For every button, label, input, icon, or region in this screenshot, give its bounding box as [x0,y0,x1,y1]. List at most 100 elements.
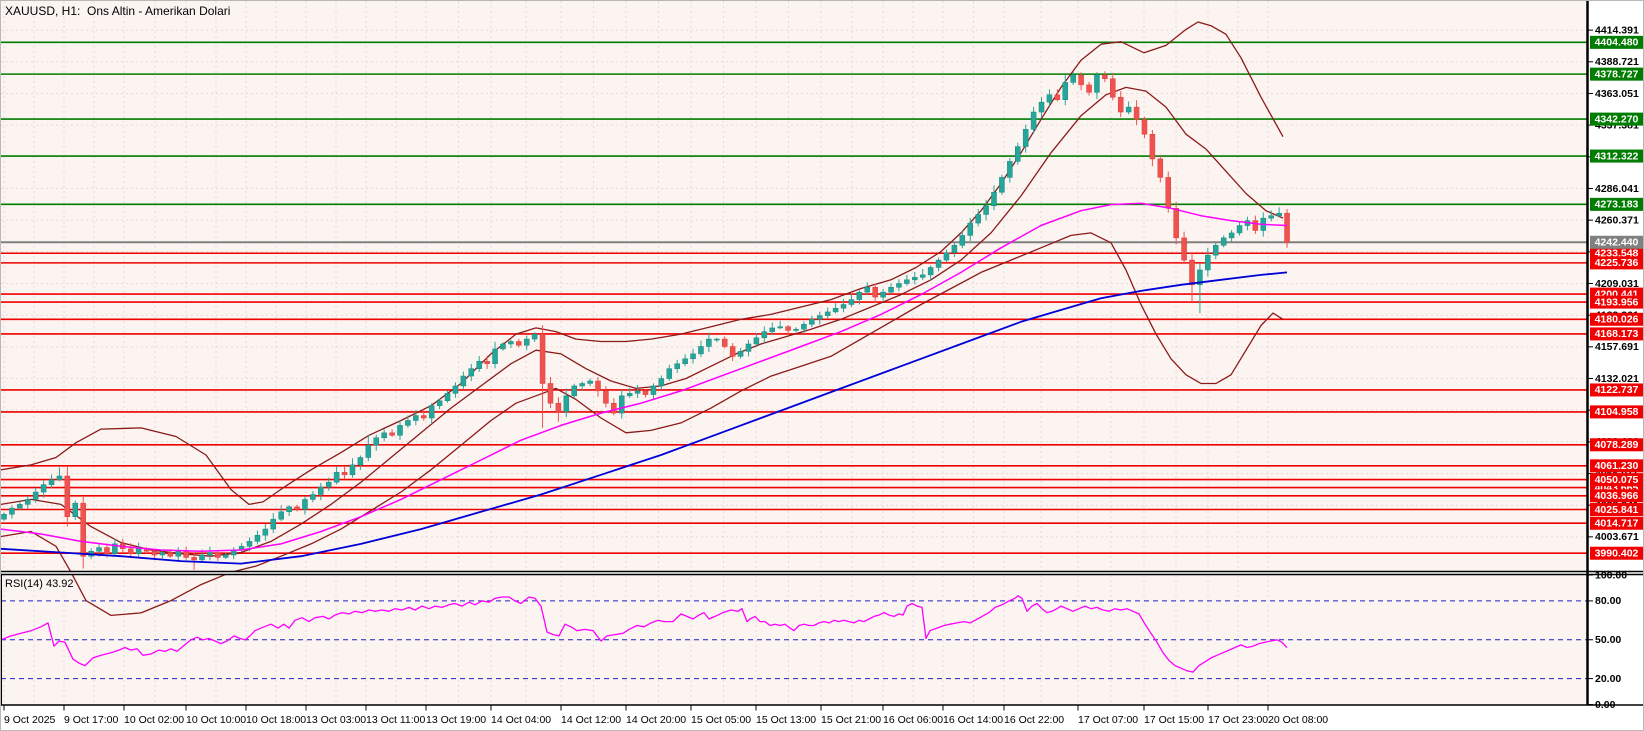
candle [745,343,752,352]
price-level-badge[interactable] [1590,473,1643,487]
price-level-badge[interactable] [1590,295,1643,309]
candle [951,245,958,253]
time-axis-label: 10 Oct 02:00 [124,714,184,726]
candle [183,551,189,558]
candle [294,506,300,510]
candle [1022,129,1029,147]
price-axis[interactable]: 4414.3914388.7214363.0514337.3814311.711… [1586,1,1644,706]
price-level-badge[interactable] [1590,405,1643,419]
candle [1268,215,1274,219]
candle [1054,94,1061,100]
candle [967,222,973,236]
levels-layer[interactable] [1,41,1587,555]
candle [634,390,641,394]
price-level-badge[interactable] [1590,327,1643,341]
candle [1046,94,1053,103]
rsi-axis[interactable]: 100.00 80.00 50.00 20.00 0.00 [1588,569,1627,711]
candle [983,205,989,215]
price-level-badge[interactable] [1590,438,1643,452]
candle [381,432,387,439]
candle [753,337,760,345]
candle [302,499,308,510]
candle [460,375,467,387]
price-level-badge[interactable] [1590,546,1643,560]
candle [1165,177,1171,209]
candle [444,393,451,401]
candle [1276,212,1282,216]
price-level-badge[interactable] [1590,235,1643,249]
candle [817,315,823,320]
candle [682,358,688,364]
candle [318,486,324,495]
band-middle-line [1,86,1284,557]
time-axis-label: 14 Oct 20:00 [626,714,686,726]
price-level-badge[interactable] [1590,489,1643,503]
candle [151,551,158,556]
candle [706,338,712,347]
price-level-badge[interactable] [1590,516,1643,530]
price-level-badge-text: 4404.480 [1595,37,1639,49]
rsi-tick-label: 100.00 [1595,569,1627,581]
candle [801,323,807,330]
price-level-badge-text: 4193.956 [1595,296,1639,308]
price-level-badge[interactable] [1590,459,1643,473]
candle [856,291,863,300]
time-axis-label: 9 Oct 17:00 [64,714,118,726]
rsi-tick-label: 50.00 [1595,634,1621,646]
candle [389,432,395,436]
candle [9,507,15,515]
candle [476,361,482,369]
candle [729,346,736,357]
price-level-badge[interactable] [1590,312,1643,326]
candle [246,541,253,547]
candle [1125,106,1132,113]
ma-fast-line [1,202,1288,553]
price-level-badge-text: 4061.230 [1595,460,1639,472]
candle [215,552,221,558]
candle [864,286,871,293]
candle [626,393,633,397]
candle [32,491,39,500]
candle [785,326,791,331]
candle [1252,220,1259,231]
time-axis-label: 17 Oct 15:00 [1144,714,1204,726]
candle [112,543,118,554]
candle [17,504,23,509]
price-level-badge[interactable] [1590,256,1643,270]
time-axis[interactable]: 9 Oct 2025 9 Oct 17:00 10 Oct 02:00 10 Oct … [3,705,1328,726]
price-tick-label: 4132.021 [1595,373,1639,385]
main-plot-bg [1,1,1587,571]
price-level-badge[interactable] [1590,35,1643,49]
price-level-badge[interactable] [1590,197,1643,211]
time-axis-label: 14 Oct 04:00 [491,714,551,726]
price-level-badge[interactable] [1590,383,1643,397]
candle [658,378,665,387]
price-level-badge-text: 4342.270 [1595,113,1639,125]
price-level-badge[interactable] [1590,503,1643,517]
candle [135,548,142,554]
price-level-badge[interactable] [1590,67,1643,81]
price-level-badge-text: 4225.736 [1595,257,1639,269]
rsi-line-layer [1,595,1288,673]
candle [1149,133,1156,160]
candle [595,380,601,392]
candle [1205,254,1211,271]
price-level-badge[interactable] [1590,112,1643,126]
candle [935,259,942,268]
price-tick-label: 4209.031 [1595,278,1639,290]
time-axis-label: 13 Oct 11:00 [366,714,426,726]
candle [175,551,181,557]
price-tick-label: 4157.691 [1595,341,1639,353]
candle [721,338,728,347]
price-level-badge-text: 4025.841 [1595,504,1639,516]
price-level-badge-text: 4312.322 [1595,150,1639,162]
candle [809,319,815,325]
candle [25,499,31,505]
price-level-badge-text: 4378.727 [1595,68,1639,80]
price-level-badge[interactable] [1590,149,1643,163]
candle [880,291,886,298]
separator-gap [1,572,1643,574]
